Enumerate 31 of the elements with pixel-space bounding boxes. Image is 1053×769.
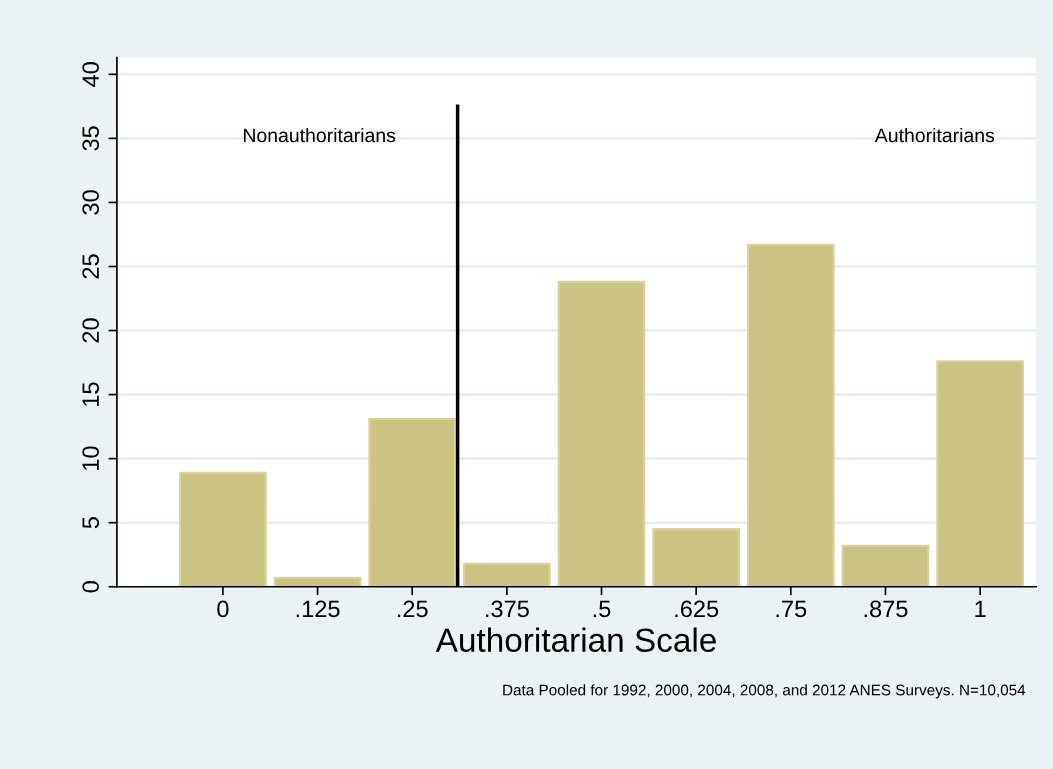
x-tick-label: .875: [864, 600, 908, 618]
x-tick-label: 1: [975, 600, 986, 618]
bar: [746, 243, 835, 587]
y-tick-label: 20: [82, 318, 100, 343]
bar: [652, 528, 740, 587]
x-tick-label: .5: [593, 600, 611, 618]
y-tick-label: 0: [82, 581, 100, 593]
x-axis-title: Authoritarian Scale: [435, 627, 716, 652]
bar: [841, 544, 930, 587]
annotation: Nonauthoritarians: [243, 127, 396, 143]
bar: [368, 417, 457, 587]
x-tick-label: 0: [217, 600, 229, 618]
bar: [273, 576, 362, 587]
y-tick-label: 5: [82, 517, 100, 529]
bar: [179, 471, 267, 587]
y-tick-label: 30: [82, 190, 100, 215]
y-tick-label: 15: [82, 382, 100, 406]
x-tick-label: .625: [675, 600, 719, 618]
annotation: Authoritarians: [874, 127, 995, 143]
y-tick-label: 40: [82, 62, 100, 87]
bar: [557, 280, 646, 587]
x-tick-label: .75: [776, 600, 807, 618]
bar: [463, 562, 551, 587]
bar: [936, 360, 1024, 587]
text: Data Pooled for 1992, 2000, 2004, 2008, and 2012 ANES Surveys. N=10,054: [503, 684, 1026, 699]
y-tick-label: 35: [82, 126, 100, 151]
y-tick-label: 25: [82, 254, 100, 279]
y-tick-label: 10: [82, 446, 100, 470]
x-tick-label: .375: [486, 600, 529, 618]
x-tick-label: .25: [397, 600, 428, 618]
x-tick-label: .125: [296, 600, 340, 618]
